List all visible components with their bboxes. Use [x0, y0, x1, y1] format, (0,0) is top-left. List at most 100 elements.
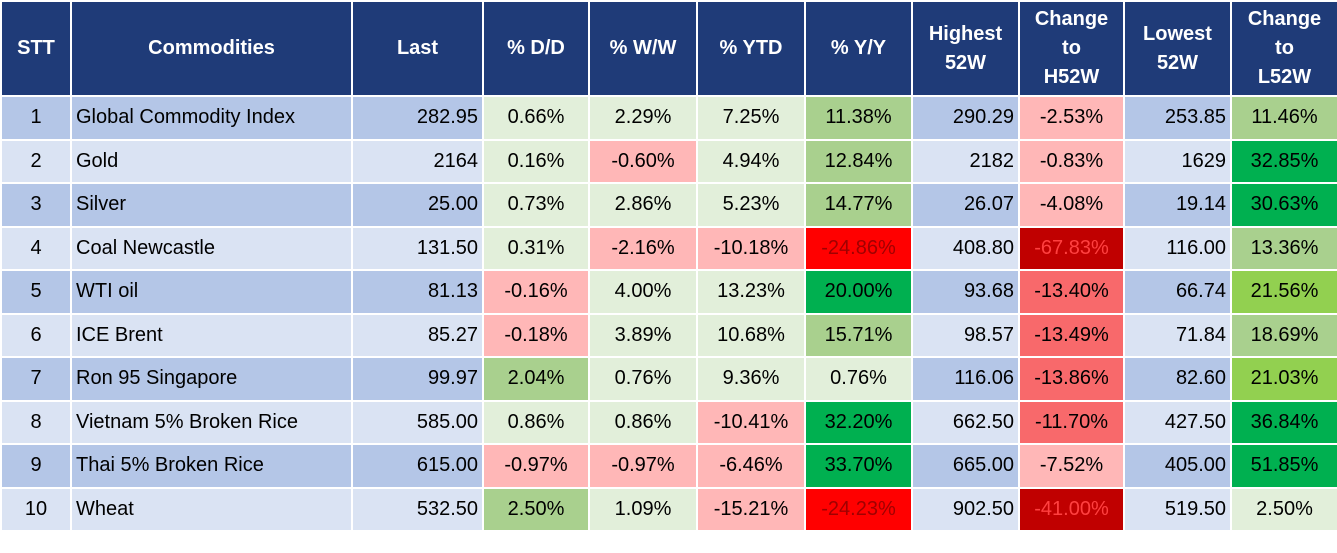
- table-cell: 8: [0, 399, 72, 445]
- table-row: 8 Vietnam 5% Broken Rice 585.00 0.86% 0.86% -…: [0, 399, 1337, 445]
- table-cell: 4: [0, 225, 72, 271]
- table-cell: -67.83%: [1018, 225, 1125, 271]
- table-cell: 0.76%: [588, 356, 698, 402]
- table-cell: 10.68%: [696, 312, 806, 358]
- table-row: 10 Wheat 532.50 2.50% 1.09% -15.21% -24.23% 902…: [0, 486, 1337, 532]
- table-cell: 662.50: [911, 399, 1020, 445]
- table-row: 6 ICE Brent 85.27 -0.18% 3.89% 10.68% 15.71% 98…: [0, 312, 1337, 358]
- table-cell: 15.71%: [804, 312, 913, 358]
- table-cell: -7.52%: [1018, 443, 1125, 489]
- column-header-text: Lowest 52W: [1143, 22, 1212, 74]
- column-header-text: Last: [396, 37, 439, 59]
- table-cell: 0.73%: [482, 182, 590, 228]
- table-cell: 6: [0, 312, 72, 358]
- table-cell: 21.56%: [1230, 269, 1337, 315]
- table-cell: 7: [0, 356, 72, 402]
- table-cell: 51.85%: [1230, 443, 1337, 489]
- column-header-text: % YTD: [719, 37, 783, 59]
- table-row: 7 Ron 95 Singapore 99.97 2.04% 0.76% 9.36% 0.7…: [0, 356, 1337, 402]
- table-cell: 14.77%: [804, 182, 913, 228]
- table-cell: 26.07: [911, 182, 1020, 228]
- table-cell: -2.16%: [588, 225, 698, 271]
- table-cell: 99.97: [351, 356, 484, 402]
- table-cell: -11.70%: [1018, 399, 1125, 445]
- table-row: 3 Silver 25.00 0.73% 2.86% 5.23% 14.77% 26.07 -4…: [0, 182, 1337, 228]
- column-header: % YTD: [696, 0, 806, 97]
- table-cell: 3: [0, 182, 72, 228]
- table-cell: 32.20%: [804, 399, 913, 445]
- table-cell: 131.50: [351, 225, 484, 271]
- table-cell: 33.70%: [804, 443, 913, 489]
- table-cell: 7.25%: [696, 95, 806, 141]
- table-cell: -6.46%: [696, 443, 806, 489]
- table-cell: 2.50%: [482, 486, 590, 532]
- table-cell: 18.69%: [1230, 312, 1337, 358]
- table-cell: -41.00%: [1018, 486, 1125, 532]
- column-header: % W/W: [588, 0, 698, 97]
- table-cell: -10.18%: [696, 225, 806, 271]
- column-header-text: % Y/Y: [830, 37, 887, 59]
- table-cell: 82.60: [1123, 356, 1232, 402]
- table-cell: 1629: [1123, 138, 1232, 184]
- table-cell: 585.00: [351, 399, 484, 445]
- table-cell: 4.00%: [588, 269, 698, 315]
- table-cell: -24.86%: [804, 225, 913, 271]
- table-cell: 10: [0, 486, 72, 532]
- commodity-name: Thai 5% Broken Rice: [70, 443, 353, 489]
- table-cell: 5.23%: [696, 182, 806, 228]
- table-cell: -0.97%: [482, 443, 590, 489]
- header-row: STT Commodities Last % D/D % W/W % YTD % Y/Y Hi…: [0, 0, 1337, 97]
- table-cell: 2.29%: [588, 95, 698, 141]
- column-header: Last: [351, 0, 484, 97]
- commodity-name: ICE Brent: [70, 312, 353, 358]
- table-cell: -13.49%: [1018, 312, 1125, 358]
- table-body: 1 Global Commodity Index 282.95 0.66% 2.29% 7…: [0, 95, 1337, 532]
- column-header-text: % D/D: [507, 37, 565, 59]
- table-cell: 0.16%: [482, 138, 590, 184]
- table-cell: -0.60%: [588, 138, 698, 184]
- column-header: Change to H52W: [1018, 0, 1125, 97]
- table-cell: 32.85%: [1230, 138, 1337, 184]
- table-cell: 11.38%: [804, 95, 913, 141]
- table-header: STT Commodities Last % D/D % W/W % YTD % Y/Y Hi…: [0, 0, 1337, 97]
- table-cell: 405.00: [1123, 443, 1232, 489]
- table-cell: 98.57: [911, 312, 1020, 358]
- table-cell: 71.84: [1123, 312, 1232, 358]
- table-row: 1 Global Commodity Index 282.95 0.66% 2.29% 7…: [0, 95, 1337, 141]
- table-cell: 66.74: [1123, 269, 1232, 315]
- table-cell: 0.86%: [482, 399, 590, 445]
- table-row: 5 WTI oil 81.13 -0.16% 4.00% 13.23% 20.00% 93.6…: [0, 269, 1337, 315]
- table-cell: 615.00: [351, 443, 484, 489]
- column-header: % Y/Y: [804, 0, 913, 97]
- column-header: % D/D: [482, 0, 590, 97]
- table-cell: 116.00: [1123, 225, 1232, 271]
- table-cell: 93.68: [911, 269, 1020, 315]
- column-header-text: STT: [17, 37, 55, 59]
- table-cell: 290.29: [911, 95, 1020, 141]
- table-cell: 12.84%: [804, 138, 913, 184]
- table-cell: -4.08%: [1018, 182, 1125, 228]
- column-header-text: % W/W: [609, 37, 677, 59]
- table-cell: 21.03%: [1230, 356, 1337, 402]
- table-cell: -15.21%: [696, 486, 806, 532]
- table-cell: 2: [0, 138, 72, 184]
- table-cell: 13.23%: [696, 269, 806, 315]
- table-cell: -0.16%: [482, 269, 590, 315]
- table-cell: 2.50%: [1230, 486, 1337, 532]
- commodity-name: Vietnam 5% Broken Rice: [70, 399, 353, 445]
- table-cell: 36.84%: [1230, 399, 1337, 445]
- table-cell: -13.40%: [1018, 269, 1125, 315]
- table-cell: 2.86%: [588, 182, 698, 228]
- table-cell: -10.41%: [696, 399, 806, 445]
- table-cell: 665.00: [911, 443, 1020, 489]
- table-cell: 116.06: [911, 356, 1020, 402]
- column-header-text: Commodities: [148, 37, 275, 59]
- table-cell: -0.97%: [588, 443, 698, 489]
- table-cell: 13.36%: [1230, 225, 1337, 271]
- table-cell: 0.31%: [482, 225, 590, 271]
- table-cell: -24.23%: [804, 486, 913, 532]
- commodity-table: STT Commodities Last % D/D % W/W % YTD % Y/Y Hi…: [0, 0, 1337, 532]
- table-cell: 85.27: [351, 312, 484, 358]
- table-row: 2 Gold 2164 0.16% -0.60% 4.94% 12.84% 2182 -0.83…: [0, 138, 1337, 184]
